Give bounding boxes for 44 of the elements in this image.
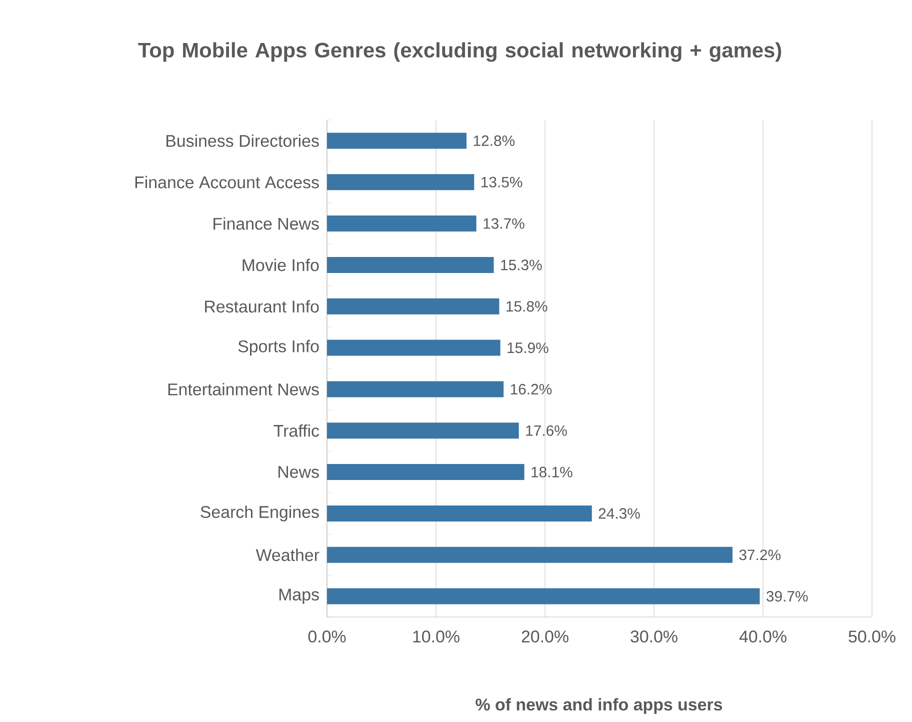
bar bbox=[327, 340, 500, 356]
data-label: 37.2% bbox=[739, 550, 781, 560]
data-label: 15.9% bbox=[508, 342, 548, 354]
x-tick-label: 20.0% bbox=[522, 630, 568, 643]
bar bbox=[327, 588, 760, 604]
bar bbox=[327, 298, 500, 314]
x-tick-label: 0.0% bbox=[308, 630, 346, 643]
data-label: 17.6% bbox=[526, 425, 567, 436]
bar bbox=[327, 216, 476, 232]
data-label: 18.1% bbox=[532, 466, 572, 478]
y-tick-label: Maps bbox=[279, 588, 319, 604]
y-tick-label: News bbox=[278, 466, 319, 478]
y-tick-label: Restaurant Info bbox=[205, 300, 319, 313]
data-label: 16.2% bbox=[510, 384, 552, 394]
y-tick-label: Weather bbox=[256, 548, 320, 562]
bar bbox=[327, 546, 732, 563]
data-label: 39.7% bbox=[766, 591, 808, 602]
y-tick-label: Finance Account Access bbox=[135, 176, 319, 188]
data-label: 12.8% bbox=[474, 135, 515, 146]
data-label: 15.3% bbox=[501, 260, 542, 270]
bar bbox=[327, 132, 467, 149]
data-label: 24.3% bbox=[598, 508, 640, 519]
x-tick-label: 30.0% bbox=[630, 630, 678, 643]
y-tick-label: Traffic bbox=[274, 424, 320, 437]
chart-title: Top Mobile Apps Genres (excluding social networking + games) bbox=[138, 42, 782, 62]
bar bbox=[327, 256, 494, 273]
bar bbox=[327, 174, 474, 190]
y-tick-label: Search Engines bbox=[200, 506, 319, 522]
bar bbox=[327, 505, 592, 522]
y-tick-label: Entertainment News bbox=[168, 383, 319, 396]
x-tick-label: 50.0% bbox=[848, 630, 896, 643]
y-tick-label: Business Directories bbox=[166, 134, 319, 147]
data-label: 13.5% bbox=[481, 176, 522, 188]
data-label: 15.8% bbox=[506, 301, 548, 312]
data-label: 13.7% bbox=[484, 218, 524, 229]
x-tick-label: 40.0% bbox=[739, 630, 786, 643]
bar bbox=[327, 422, 519, 439]
bar bbox=[327, 464, 524, 480]
y-tick-label: Sports Info bbox=[238, 340, 319, 356]
bar bbox=[327, 381, 504, 398]
x-tick-label: 10.0% bbox=[413, 630, 460, 643]
y-tick-label: Movie Info bbox=[242, 258, 319, 272]
x-axis-title: % of news and info apps users bbox=[476, 698, 722, 714]
y-tick-label: Finance News bbox=[214, 217, 319, 230]
